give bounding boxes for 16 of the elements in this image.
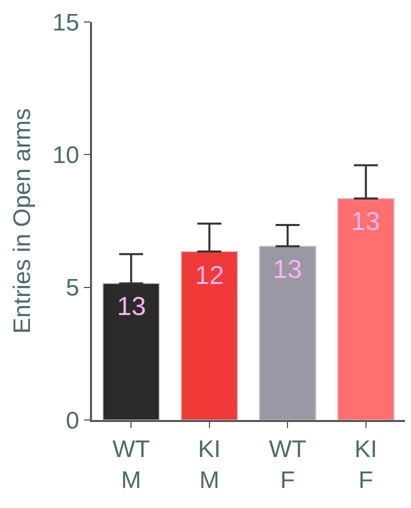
x-tick-label: KI F <box>354 436 378 494</box>
x-tick-label: WT F <box>268 436 307 494</box>
annotation: 13 <box>117 291 146 321</box>
y-tick-label: 15 <box>52 9 80 36</box>
y-tick-label: 10 <box>52 142 80 170</box>
y-axis-title: Entries in Open arms <box>9 108 36 334</box>
bar <box>337 198 395 420</box>
bar <box>180 251 238 420</box>
annotation: 13 <box>273 254 302 284</box>
y-tick-label: 5 <box>66 274 80 302</box>
x-tick-label: WT M <box>112 436 150 494</box>
y-tick-label: 0 <box>66 407 80 434</box>
x-tick-label: KI M <box>198 436 221 494</box>
annotation: 12 <box>195 260 224 290</box>
annotation: 13 <box>351 206 380 236</box>
bar <box>258 246 316 420</box>
